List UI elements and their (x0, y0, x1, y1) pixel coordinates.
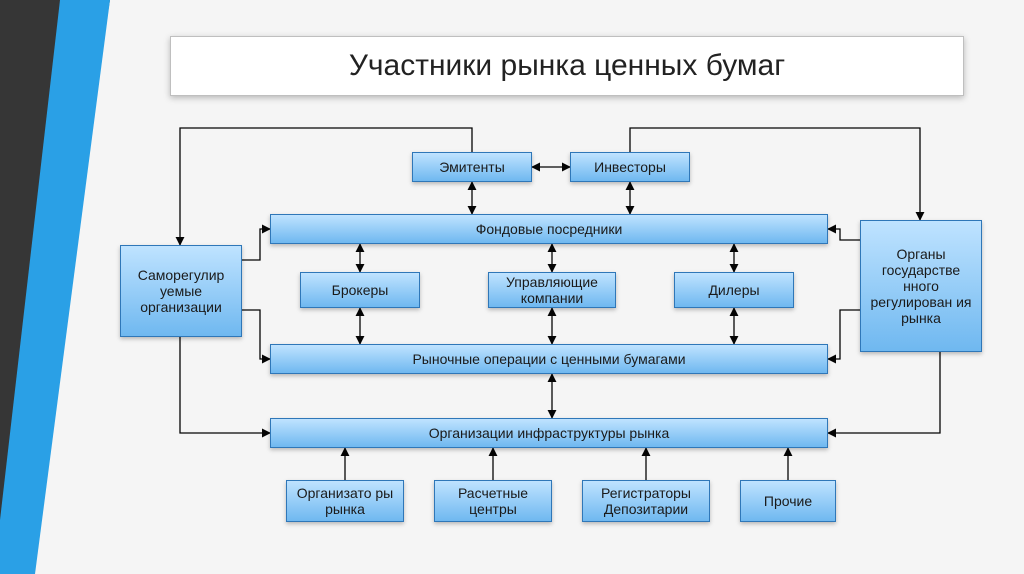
slide-title: Участники рынка ценных бумаг (349, 49, 785, 83)
node-sro: Саморегулир уемые организации (120, 245, 242, 337)
node-gov: Органы государстве нного регулирован ия … (860, 220, 982, 352)
node-dealers: Дилеры (674, 272, 794, 308)
slide-wedge (0, 0, 110, 574)
node-clearing: Расчетные центры (434, 480, 552, 522)
node-infra: Организации инфраструктуры рынка (270, 418, 828, 448)
node-mgmt: Управляющие компании (488, 272, 616, 308)
node-brokers: Брокеры (300, 272, 420, 308)
diagram-stage: Эмитенты Инвесторы Фондовые посредники Само… (90, 110, 1004, 566)
slide-title-bar: Участники рынка ценных бумаг (170, 36, 964, 96)
node-other: Прочие (740, 480, 836, 522)
node-ops: Рыночные операции с ценными бумагами (270, 344, 828, 374)
node-orgz: Организато ры рынка (286, 480, 404, 522)
node-registrars: Регистраторы Депозитарии (582, 480, 710, 522)
node-intermed: Фондовые посредники (270, 214, 828, 244)
node-investors: Инвесторы (570, 152, 690, 182)
node-emitters: Эмитенты (412, 152, 532, 182)
